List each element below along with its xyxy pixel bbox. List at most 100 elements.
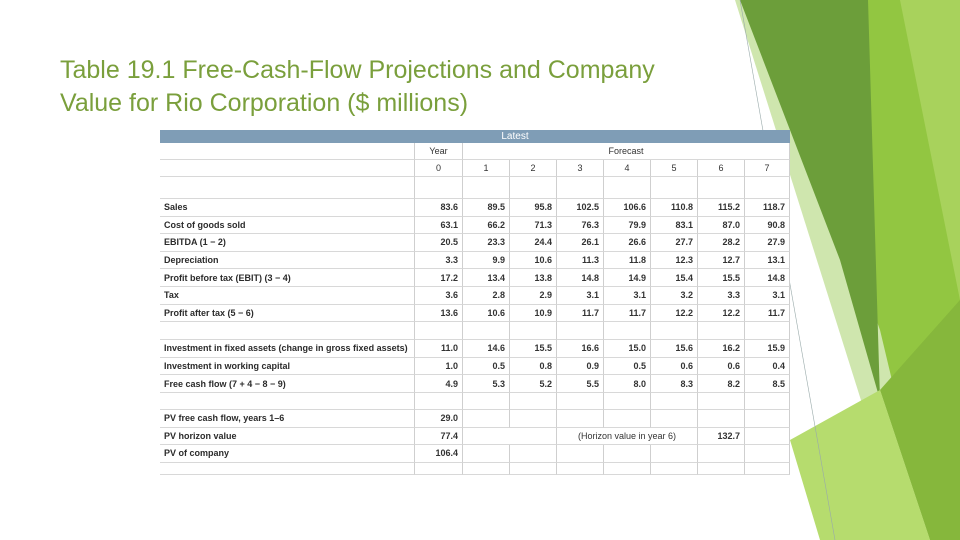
year: 6 bbox=[698, 160, 745, 177]
value: 0.8 bbox=[510, 357, 557, 376]
empty-cell bbox=[698, 410, 745, 428]
value: 12.2 bbox=[698, 304, 745, 323]
deco-shape bbox=[880, 300, 960, 540]
row-label: Investment in fixed assets (change in gr… bbox=[160, 340, 415, 358]
value: 76.3 bbox=[557, 216, 604, 235]
empty-cell bbox=[745, 177, 790, 199]
value: 10.6 bbox=[510, 251, 557, 270]
row-label: PV of company bbox=[160, 445, 415, 463]
value: 11.0 bbox=[415, 340, 463, 358]
empty-cell bbox=[160, 143, 415, 160]
empty-cell bbox=[463, 177, 510, 199]
value: 83.6 bbox=[415, 199, 463, 217]
value: 15.0 bbox=[604, 340, 651, 358]
value: 16.6 bbox=[557, 340, 604, 358]
empty-cell bbox=[651, 393, 698, 410]
slide-title: Table 19.1 Free-Cash-Flow Projections an… bbox=[60, 56, 655, 117]
value: 27.7 bbox=[651, 234, 698, 252]
value: 15.4 bbox=[651, 269, 698, 287]
empty-cell bbox=[557, 445, 604, 463]
value: 20.5 bbox=[415, 234, 463, 252]
value: 77.4 bbox=[415, 427, 463, 446]
value: 11.7 bbox=[557, 304, 604, 323]
value: 3.2 bbox=[651, 287, 698, 305]
row-label: Free cash flow (7 + 4 − 8 − 9) bbox=[160, 375, 415, 393]
value: 9.9 bbox=[463, 251, 510, 270]
row-label: Depreciation bbox=[160, 251, 415, 270]
empty-cell bbox=[698, 445, 745, 463]
row-label: Profit after tax (5 − 6) bbox=[160, 304, 415, 323]
value: 95.8 bbox=[510, 199, 557, 217]
value: 8.3 bbox=[651, 375, 698, 393]
empty-cell bbox=[604, 410, 651, 428]
empty-cell bbox=[698, 462, 745, 475]
empty-cell bbox=[604, 177, 651, 199]
empty-cell bbox=[651, 462, 698, 475]
year: 0 bbox=[415, 160, 463, 177]
empty-cell bbox=[651, 177, 698, 199]
value: 12.7 bbox=[698, 251, 745, 270]
value: 26.6 bbox=[604, 234, 651, 252]
value: 17.2 bbox=[415, 269, 463, 287]
value: 132.7 bbox=[698, 427, 745, 446]
empty-cell bbox=[745, 410, 790, 428]
empty-cell bbox=[557, 177, 604, 199]
value: 106.4 bbox=[415, 445, 463, 463]
deco-shape bbox=[790, 390, 930, 540]
value: 12.2 bbox=[651, 304, 698, 323]
empty-cell bbox=[415, 177, 463, 199]
value: 87.0 bbox=[698, 216, 745, 235]
empty-cell bbox=[510, 445, 557, 463]
empty-cell bbox=[651, 410, 698, 428]
value: 71.3 bbox=[510, 216, 557, 235]
deco-shape bbox=[740, 0, 880, 400]
empty-cell bbox=[510, 462, 557, 475]
row-label: Sales bbox=[160, 199, 415, 217]
value: 0.5 bbox=[463, 357, 510, 376]
year: 1 bbox=[463, 160, 510, 177]
empty-cell bbox=[557, 393, 604, 410]
value: 10.6 bbox=[463, 304, 510, 323]
year: 5 bbox=[651, 160, 698, 177]
value: 8.5 bbox=[745, 375, 790, 393]
empty-cell bbox=[463, 462, 510, 475]
empty-cell bbox=[651, 445, 698, 463]
value: 0.6 bbox=[698, 357, 745, 376]
value: 115.2 bbox=[698, 199, 745, 217]
empty-cell bbox=[510, 177, 557, 199]
empty-cell bbox=[415, 393, 463, 410]
value: 14.8 bbox=[557, 269, 604, 287]
note: (Horizon value in year 6) bbox=[557, 427, 698, 446]
value: 15.9 bbox=[745, 340, 790, 358]
deco-shape bbox=[900, 0, 960, 300]
empty-cell bbox=[745, 393, 790, 410]
value: 11.8 bbox=[604, 251, 651, 270]
year: 3 bbox=[557, 160, 604, 177]
value: 12.3 bbox=[651, 251, 698, 270]
value: 28.2 bbox=[698, 234, 745, 252]
value: 26.1 bbox=[557, 234, 604, 252]
empty-cell bbox=[463, 410, 510, 428]
empty-cell bbox=[698, 322, 745, 341]
year: 7 bbox=[745, 160, 790, 177]
row-label: Cost of goods sold bbox=[160, 216, 415, 235]
value: 10.9 bbox=[510, 304, 557, 323]
empty-cell bbox=[160, 462, 415, 475]
value: 14.9 bbox=[604, 269, 651, 287]
row-label: Tax bbox=[160, 287, 415, 305]
value: 3.3 bbox=[698, 287, 745, 305]
value: 23.3 bbox=[463, 234, 510, 252]
value: 83.1 bbox=[651, 216, 698, 235]
year-label: Year bbox=[415, 143, 463, 160]
empty-cell bbox=[745, 462, 790, 475]
year: 2 bbox=[510, 160, 557, 177]
value: 16.2 bbox=[698, 340, 745, 358]
empty-cell bbox=[415, 322, 463, 341]
value: 89.5 bbox=[463, 199, 510, 217]
empty-cell bbox=[745, 322, 790, 341]
value: 90.8 bbox=[745, 216, 790, 235]
empty-cell bbox=[604, 445, 651, 463]
empty-cell bbox=[463, 393, 510, 410]
